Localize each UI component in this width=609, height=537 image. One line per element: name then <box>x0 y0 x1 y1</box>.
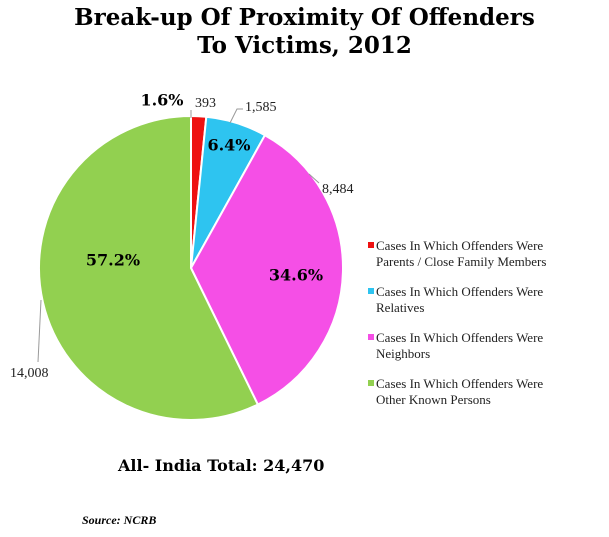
value-label-other-known: 14,008 <box>10 366 49 381</box>
legend-item-relatives: Cases In Which Offenders Were Relatives <box>368 284 606 316</box>
legend-label-relatives-line-1: Cases In Which Offenders Were <box>376 284 544 299</box>
percent-label-other-known: 57.2% <box>86 251 140 270</box>
value-label-parents: 393 <box>195 96 216 111</box>
legend-item-parents: Cases In Which Offenders Were Parents / … <box>368 238 606 270</box>
chart-title-line-2: To Victims, 2012 <box>197 32 412 59</box>
legend-label-other-known-line-2: Other Known Persons <box>376 392 491 407</box>
leader-line-relatives <box>229 108 243 124</box>
value-label-neighbors: 8,484 <box>322 182 354 197</box>
legend-label-parents-line-1: Cases In Which Offenders Were <box>376 238 544 253</box>
legend-swatch-neighbors <box>368 334 374 340</box>
chart-legend: Cases In Which Offenders Were Parents / … <box>368 238 606 422</box>
pie-slice-neighbors <box>189 133 344 406</box>
legend-swatch-parents <box>368 242 374 248</box>
source-label: Source: NCRB <box>82 513 157 527</box>
percent-label-parents: 1.6% <box>140 91 183 110</box>
percent-label-neighbors: 34.6% <box>269 266 323 285</box>
legend-item-other-known: Cases In Which Offenders Were Other Know… <box>368 376 606 408</box>
pie-slice-other-known <box>38 114 260 421</box>
legend-label-other-known-line-1: Cases In Which Offenders Were <box>376 376 544 391</box>
leader-line-other-known <box>37 299 42 363</box>
chart-title: Break-up Of Proximity Of Offenders To Vi… <box>0 4 609 60</box>
chart-title-line-1: Break-up Of Proximity Of Offenders <box>74 4 535 31</box>
legend-label-neighbors-line-1: Cases In Which Offenders Were <box>376 330 544 345</box>
legend-item-neighbors: Cases In Which Offenders Were Neighbors <box>368 330 606 362</box>
legend-swatch-other-known <box>368 380 374 386</box>
legend-label-relatives-line-2: Relatives <box>376 300 425 315</box>
legend-label-parents-line-2: Parents / Close Family Members <box>376 254 547 269</box>
total-label: All- India Total: 24,470 <box>118 456 325 475</box>
leader-line-neighbors <box>308 173 320 184</box>
legend-label-neighbors-line-2: Neighbors <box>376 346 431 361</box>
percent-label-relatives: 6.4% <box>207 136 250 155</box>
legend-swatch-relatives <box>368 288 374 294</box>
value-label-relatives: 1,585 <box>245 100 277 115</box>
